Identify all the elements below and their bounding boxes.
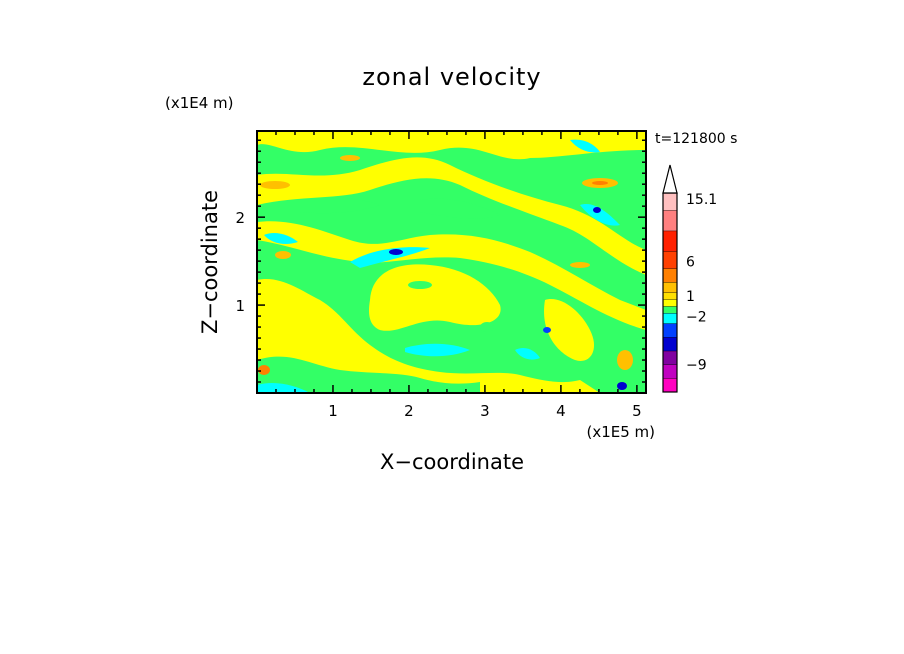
- contour-region: [570, 139, 600, 153]
- contour-region: [275, 251, 291, 259]
- y-tick-label: 1: [235, 297, 245, 315]
- x-axis-ticks: 1 2 3 4 5: [275, 131, 642, 420]
- contour-region: [257, 131, 646, 160]
- contour-region: [257, 157, 646, 275]
- colorbar-swatch: [663, 292, 677, 300]
- colorbar-overflow-arrow: [662, 164, 678, 194]
- colorbar-swatch: [663, 337, 677, 351]
- contour-region: [480, 322, 494, 332]
- contour-region: [257, 382, 310, 393]
- colorbar-label: −2: [686, 310, 707, 326]
- contour-region: [369, 264, 501, 331]
- contour-region: [389, 249, 403, 255]
- colorbar-swatch: [663, 323, 677, 338]
- contour-field: [257, 131, 646, 393]
- colorbar-swatch: [663, 230, 677, 252]
- colorbar-label: 6: [686, 255, 695, 271]
- colorbar-swatch: [663, 251, 677, 269]
- contour-region: [593, 207, 601, 213]
- contour-region: [264, 232, 298, 244]
- x-tick-label: 4: [556, 402, 566, 420]
- colorbar-swatch: [663, 193, 677, 211]
- x-axis-label: X−coordinate: [380, 450, 524, 474]
- contour-region: [544, 299, 595, 361]
- colorbar-swatch: [663, 210, 677, 231]
- colorbar-label: 1: [686, 289, 695, 305]
- contour-region: [260, 181, 290, 189]
- colorbar-swatch: [663, 268, 677, 283]
- contour-region: [420, 198, 500, 219]
- chart-title: zonal velocity: [362, 63, 541, 91]
- colorbar-swatch: [663, 313, 677, 324]
- x-tick-label: 1: [328, 402, 338, 420]
- contour-region: [257, 279, 600, 393]
- time-label: t=121800 s: [655, 131, 737, 147]
- x-scale-label: (x1E5 m): [586, 423, 655, 441]
- contour-region: [408, 281, 432, 289]
- colorbar-swatch: [663, 299, 677, 307]
- contour-region: [350, 247, 430, 268]
- contour-region: [257, 221, 646, 330]
- contour-region: [617, 382, 627, 390]
- colorbar-swatch: [663, 282, 677, 293]
- y-tick-label: 2: [235, 209, 245, 227]
- colorbar-labels: 15.1 6 1 −2 −9: [686, 192, 717, 373]
- colorbar-swatch: [663, 378, 677, 392]
- x-tick-label: 3: [480, 402, 490, 420]
- colorbar-label: −9: [686, 358, 707, 374]
- contour-region: [340, 155, 360, 161]
- contour-region: [300, 197, 380, 214]
- contour-region: [515, 347, 540, 360]
- contour-region: [257, 356, 480, 393]
- colorbar-swatch: [663, 364, 677, 379]
- x-tick-label: 5: [632, 402, 642, 420]
- colorbar-label: 15.1: [686, 192, 717, 208]
- plot-frame: [256, 130, 647, 394]
- contour-region: [570, 262, 590, 268]
- contour-region: [592, 181, 608, 185]
- contour-region: [543, 327, 551, 333]
- colorbar-swatch: [663, 306, 677, 314]
- contour-region: [258, 365, 270, 375]
- y-axis-ticks: 12: [235, 139, 646, 383]
- y-axis-label: Z−coordinate: [198, 190, 222, 334]
- x-tick-label: 2: [404, 402, 414, 420]
- y-scale-label: (x1E4 m): [165, 94, 234, 112]
- contour-region: [617, 350, 633, 370]
- colorbar-swatch: [663, 350, 677, 365]
- colorbar: [662, 164, 678, 393]
- contour-region: [405, 343, 470, 357]
- contour-region: [580, 204, 620, 226]
